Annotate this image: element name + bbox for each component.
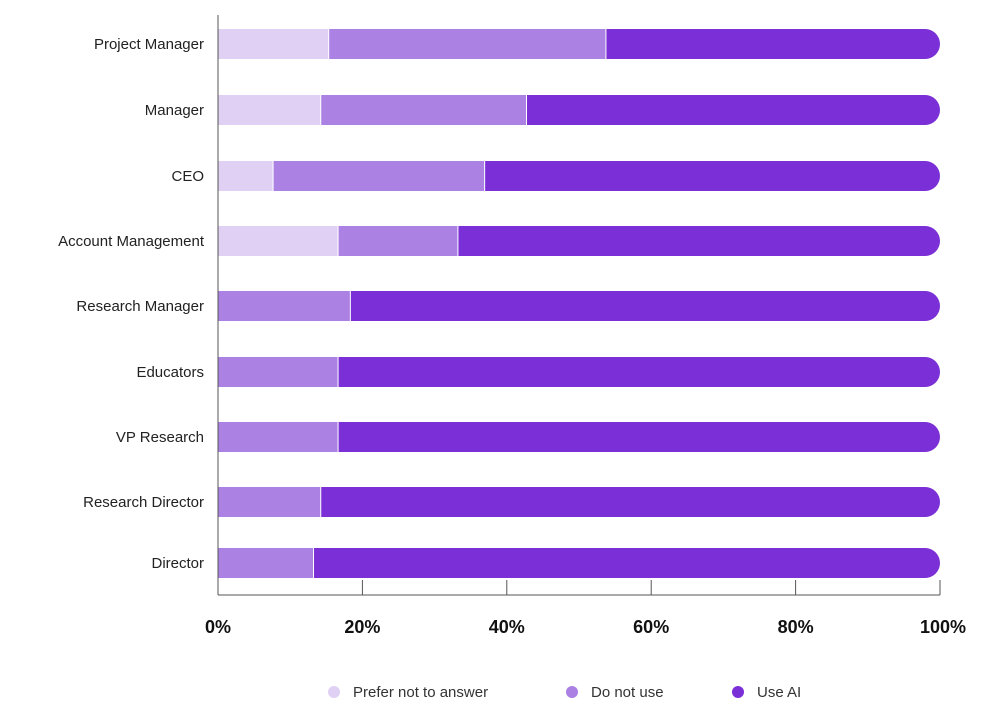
bar-educators-do-not-use [218,357,339,387]
category-label: Research Director [83,494,204,511]
bar-vp-research-use-ai [338,422,941,452]
bar-ceo-prefer-not-to-answer [218,161,274,191]
bar-ceo-use-ai [485,161,940,191]
bars-group [218,29,941,578]
category-label: Educators [136,364,204,381]
legend: Prefer not to answer Do not use Use AI [328,684,801,701]
category-label: Project Manager [94,36,204,53]
legend-label-do-not-use: Do not use [591,684,664,701]
bar-account-management-use-ai [458,226,940,256]
x-tick-label: 80% [778,617,814,637]
bar-research-manager-do-not-use [218,291,351,321]
legend-label-use-ai: Use AI [757,684,801,701]
legend-marker-use-ai [732,686,744,698]
bar-account-management-do-not-use [338,226,459,256]
category-label: Account Management [58,233,205,250]
bar-director-do-not-use [218,548,315,578]
bar-educators-use-ai [338,357,941,387]
category-label: Research Manager [76,298,204,315]
bar-manager-use-ai [527,95,940,125]
bar-research-director-use-ai [321,487,941,517]
bar-account-management-prefer-not-to-answer [218,226,339,256]
bar-project-manager-use-ai [606,29,940,59]
x-axis: 0% 20% 40% 60% 80% 100% [205,15,966,637]
x-tick-label: 40% [489,617,525,637]
category-label: CEO [171,168,204,185]
bar-manager-prefer-not-to-answer [218,95,322,125]
bar-research-director-do-not-use [218,487,322,517]
x-tick-label: 20% [344,617,380,637]
bar-director-use-ai [314,548,940,578]
category-label: Manager [145,102,204,119]
category-label: Director [151,555,204,572]
category-label: VP Research [116,429,204,446]
x-tick-label: 60% [633,617,669,637]
legend-marker-do-not-use [566,686,578,698]
bar-research-manager-use-ai [350,291,940,321]
bar-manager-do-not-use [321,95,528,125]
legend-label-prefer-not-to-answer: Prefer not to answer [353,684,488,701]
bar-project-manager-prefer-not-to-answer [218,29,330,59]
bar-project-manager-do-not-use [329,29,607,59]
category-labels: Project Manager Manager CEO Account Managem… [58,36,205,572]
legend-marker-prefer-not-to-answer [328,686,340,698]
x-tick-label: 100% [920,617,966,637]
bar-ceo-do-not-use [273,161,486,191]
bar-vp-research-do-not-use [218,422,339,452]
x-tick-label: 0% [205,617,231,637]
